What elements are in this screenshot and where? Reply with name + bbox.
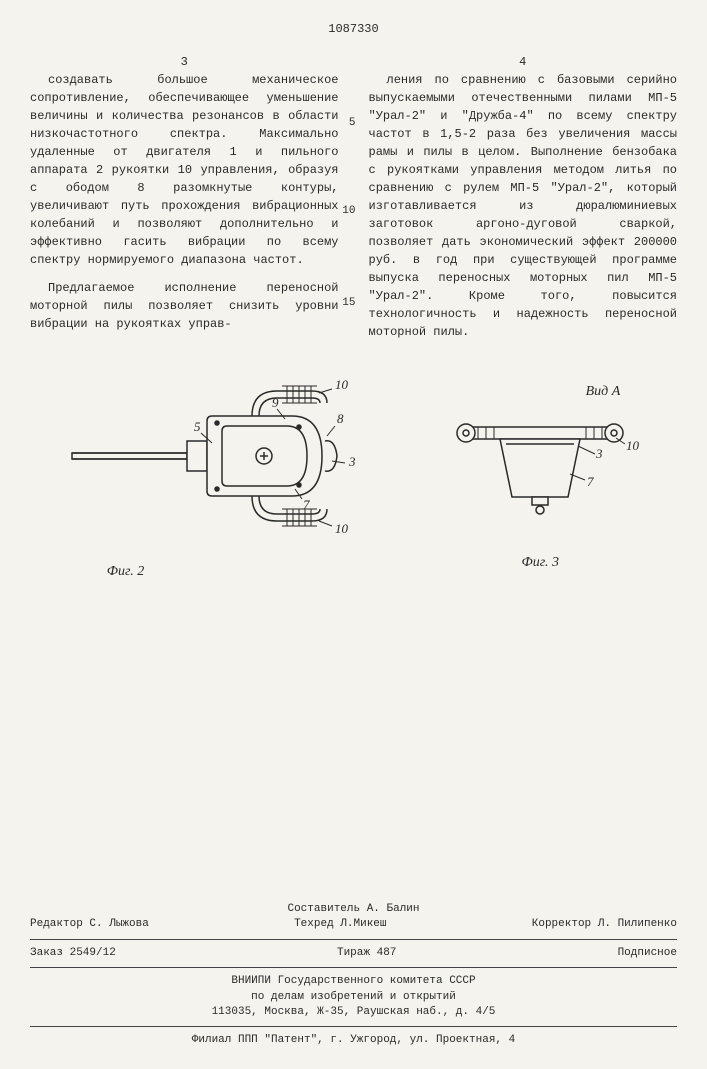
- branch: Филиал ППП "Патент", г. Ужгород, ул. Про…: [30, 1033, 677, 1048]
- tirage: Тираж 487: [337, 946, 396, 961]
- figure-2: 5 9 8 3 7 10 10 Фиг. 2: [67, 371, 367, 582]
- fig3-title: Вид А: [440, 381, 620, 402]
- callout-7b: 7: [587, 474, 594, 489]
- callout-3: 3: [348, 454, 356, 469]
- fig2-svg: 5 9 8 3 7 10 10: [67, 371, 367, 561]
- patent-number: 1087330: [30, 20, 677, 38]
- fig2-label: Фиг. 2: [107, 561, 367, 582]
- figures-row: 5 9 8 3 7 10 10 Фиг. 2 Вид А: [30, 371, 677, 582]
- right-para-1: ления по сравнению с базовыми серийно вы…: [369, 71, 678, 341]
- left-para-2: Предлагаемое исполнение переносной мотор…: [30, 279, 339, 333]
- callout-8: 8: [337, 411, 344, 426]
- fig3-label: Фиг. 3: [440, 552, 640, 573]
- techred: Техред Л.Микеш: [294, 917, 386, 932]
- callout-10: 10: [335, 521, 349, 536]
- callout-10b: 10: [335, 377, 349, 392]
- figure-3: Вид А: [440, 381, 640, 573]
- org1: ВНИИПИ Государственного комитета СССР: [30, 974, 677, 989]
- address1: 113035, Москва, Ж-35, Раушская наб., д. …: [30, 1005, 677, 1020]
- left-para-1: создавать большое механическое сопротивл…: [30, 71, 339, 269]
- page-number-right: 4: [369, 53, 678, 71]
- callout-10c: 10: [626, 438, 640, 453]
- order: Заказ 2549/12: [30, 946, 116, 961]
- corrector: Корректор Л. Пилипенко: [532, 917, 677, 932]
- line-number: 10: [342, 203, 355, 220]
- line-number: 15: [342, 295, 355, 312]
- fig3-svg: 10 3 7: [440, 402, 640, 552]
- text-columns: 3 создавать большое механическое сопроти…: [30, 53, 677, 351]
- line-number: 5: [349, 115, 356, 132]
- footer: Составитель А. Балин Редактор С. Лыжова …: [30, 902, 677, 1049]
- callout-5: 5: [194, 419, 201, 434]
- callout-7: 7: [303, 497, 310, 512]
- editor: Редактор С. Лыжова: [30, 917, 149, 932]
- callout-9: 9: [272, 395, 279, 410]
- compiler: Составитель А. Балин: [30, 902, 677, 917]
- org2: по делам изобретений и открытий: [30, 990, 677, 1005]
- page-number-left: 3: [30, 53, 339, 71]
- right-column: 4 ления по сравнению с базовыми серийно …: [364, 53, 678, 351]
- left-column: 3 создавать большое механическое сопроти…: [30, 53, 344, 351]
- subscription: Подписное: [618, 946, 677, 961]
- callout-3b: 3: [595, 446, 603, 461]
